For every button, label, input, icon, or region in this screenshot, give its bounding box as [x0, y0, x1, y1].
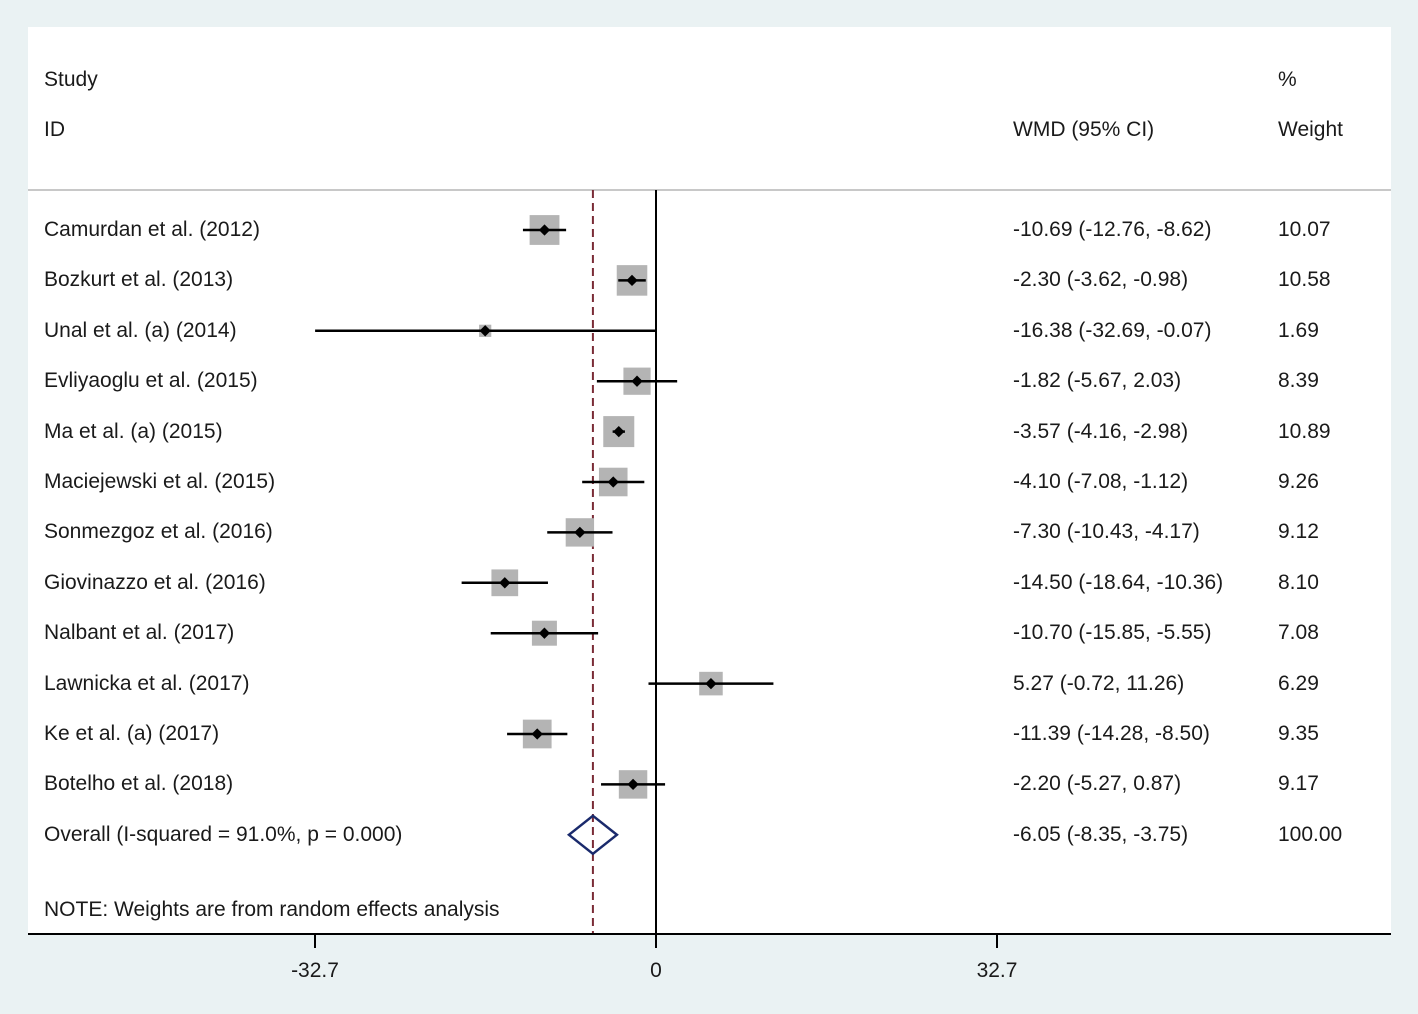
note-text: NOTE: Weights are from random effects an… — [44, 898, 500, 921]
point-estimate-marker — [479, 325, 491, 337]
point-estimate-marker — [626, 274, 638, 287]
study-weight-value: 1.69 — [1278, 318, 1319, 342]
point-estimate-marker — [538, 627, 551, 639]
study-name: Evliyaoglu et al. (2015) — [44, 369, 258, 393]
study-weight-value: 8.39 — [1278, 369, 1319, 393]
overall-ci-value: -6.05 (-8.35, -3.75) — [1013, 822, 1189, 846]
study-name: Ma et al. (a) (2015) — [44, 419, 223, 443]
study-name: Botelho et al. (2018) — [44, 772, 234, 796]
study-name: Maciejewski et al. (2015) — [44, 470, 276, 493]
study-name: Nalbant et al. (2017) — [44, 621, 235, 645]
overall-weight-value: 100.00 — [1278, 822, 1343, 846]
study-weight-value: 9.35 — [1278, 722, 1319, 745]
point-estimate-marker — [627, 778, 639, 791]
study-weight-value: 10.58 — [1278, 268, 1331, 292]
study-weight-value: 9.26 — [1278, 470, 1319, 493]
point-estimate-marker — [538, 224, 551, 236]
study-ci-value: -1.82 (-5.67, 2.03) — [1013, 369, 1182, 393]
study-ci-value: -7.30 (-10.43, -4.17) — [1013, 520, 1200, 544]
id-header: ID — [44, 118, 65, 141]
point-estimate-marker — [631, 375, 643, 387]
study-weight-value: 9.17 — [1278, 772, 1319, 796]
x-tick-label: 32.7 — [977, 959, 1018, 982]
study-name: Unal et al. (a) (2014) — [44, 318, 237, 342]
study-ci-value: -11.39 (-14.28, -8.50) — [1013, 722, 1210, 745]
study-name: Camurdan et al. (2012) — [44, 218, 260, 241]
point-estimate-marker — [531, 728, 543, 740]
study-ci-value: -10.70 (-15.85, -5.55) — [1013, 621, 1212, 645]
study-ci-value: -16.38 (-32.69, -0.07) — [1013, 318, 1212, 342]
overall-label: Overall (I-squared = 91.0%, p = 0.000) — [44, 822, 403, 846]
study-weight-value: 7.08 — [1278, 621, 1319, 645]
x-tick-label: 0 — [650, 959, 662, 982]
study-ci-value: -2.30 (-3.62, -0.98) — [1013, 268, 1189, 292]
study-ci-value: -4.10 (-7.08, -1.12) — [1013, 470, 1189, 493]
study-name: Ke et al. (a) (2017) — [44, 722, 220, 745]
study-ci-value: -2.20 (-5.27, 0.87) — [1013, 772, 1182, 796]
study-ci-value: -10.69 (-12.76, -8.62) — [1013, 218, 1212, 241]
study-weight-value: 8.10 — [1278, 570, 1319, 594]
study-name: Sonmezgoz et al. (2016) — [44, 520, 273, 544]
point-estimate-marker — [499, 577, 511, 589]
study-weight-value: 6.29 — [1278, 671, 1319, 695]
study-header: Study — [44, 68, 98, 91]
study-name: Bozkurt et al. (2013) — [44, 268, 234, 292]
x-tick-label: -32.7 — [291, 959, 339, 982]
overall-diamond — [566, 814, 619, 856]
study-ci-value: -3.57 (-4.16, -2.98) — [1013, 419, 1189, 443]
point-estimate-marker — [607, 476, 619, 488]
forest-plot-panel: Study ID WMD (95% CI) % Weight Camurdan … — [28, 27, 1391, 934]
study-weight-value: 9.12 — [1278, 520, 1319, 544]
wmd-ci-header: WMD (95% CI) — [1013, 118, 1155, 141]
weight-header: Weight — [1278, 118, 1343, 141]
point-estimate-marker — [705, 677, 717, 690]
study-ci-value: -14.50 (-18.64, -10.36) — [1013, 570, 1224, 594]
study-ci-value: 5.27 (-0.72, 11.26) — [1013, 671, 1185, 695]
point-estimate-marker — [574, 526, 586, 539]
point-estimate-marker — [613, 425, 625, 438]
study-weight-value: 10.89 — [1278, 419, 1331, 443]
study-name: Giovinazzo et al. (2016) — [44, 570, 266, 594]
study-name: Lawnicka et al. (2017) — [44, 671, 250, 695]
study-weight-value: 10.07 — [1278, 218, 1331, 241]
percent-header: % — [1278, 68, 1297, 91]
